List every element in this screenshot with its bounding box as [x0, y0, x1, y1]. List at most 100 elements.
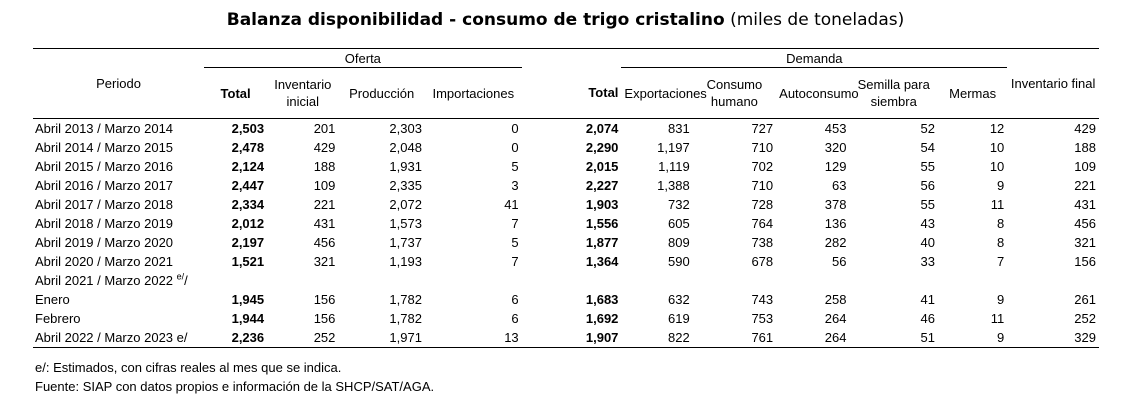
cell: 2,197: [231, 235, 265, 250]
cell: 728: [751, 197, 774, 212]
cell: 136: [824, 216, 847, 231]
header-produccion: Producción: [349, 85, 415, 101]
cell: 109: [1074, 159, 1096, 174]
cell: 320: [824, 140, 847, 155]
cell: 605: [667, 216, 690, 231]
cell: 10: [989, 140, 1005, 155]
cell: 2,503: [231, 121, 265, 136]
table-row: Febrero 1,944 156 1,782 6 1,692 619 753 264 46 11 2…: [33, 309, 1099, 328]
table-body: Abril 2013 / Marzo 2014 2,503 201 2,303 0 2,0…: [33, 119, 1099, 348]
cell: 710: [751, 178, 774, 193]
row-period: Abril 2022 / Marzo 2023 e/: [35, 330, 188, 345]
cell: 129: [824, 159, 847, 174]
cell: 429: [313, 140, 336, 155]
cell: 831: [667, 121, 690, 136]
cell: 9: [997, 330, 1005, 345]
cell: 40: [920, 235, 936, 250]
cell: 156: [313, 311, 336, 326]
cell: 252: [313, 330, 336, 345]
cell: 6: [511, 292, 519, 307]
cell: 282: [824, 235, 847, 250]
cell: 2,290: [585, 140, 619, 155]
cell: 1,573: [389, 216, 422, 231]
cell: 264: [824, 330, 847, 345]
cell: 1,945: [231, 292, 265, 307]
cell: 1,692: [585, 311, 619, 326]
note-estimate: e/: Estimados, con cifras reales al mes …: [35, 360, 342, 375]
balance-table: Periodo Oferta Demanda Inventario final …: [33, 48, 1099, 348]
cell: 743: [751, 292, 774, 307]
cell: 188: [313, 159, 336, 174]
cell: 1,931: [389, 159, 422, 174]
row-period: Abril 2014 / Marzo 2015: [35, 140, 174, 155]
cell: 13: [504, 330, 519, 345]
cell: [522, 271, 622, 290]
header-column-row: Total Inventario inicial Producción Impo…: [33, 68, 1099, 119]
cell: 2,048: [389, 140, 422, 155]
cell: 41: [920, 292, 936, 307]
title-main: Balanza disponibilidad - consumo de trig…: [226, 10, 725, 30]
cell: 456: [1074, 216, 1096, 231]
cell: 261: [1074, 292, 1096, 307]
cell: 7: [511, 254, 519, 269]
cell: 378: [824, 197, 847, 212]
cell: 1,971: [389, 330, 422, 345]
header-consumo-humano: Consumo humano: [706, 77, 763, 109]
cell: 201: [313, 121, 336, 136]
cell: 431: [313, 216, 336, 231]
cell: 252: [1074, 311, 1096, 326]
table-row: Abril 2017 / Marzo 2018 2,334 221 2,072 41 1,…: [33, 195, 1099, 214]
cell: 5: [511, 235, 519, 250]
cell: 1,782: [389, 292, 422, 307]
cell: 1,907: [585, 330, 619, 345]
cell: 1,119: [658, 159, 690, 174]
cell: 156: [1074, 254, 1096, 269]
cell: [776, 271, 849, 290]
cell: 0: [511, 121, 519, 136]
header-autoconsumo: Autoconsumo: [779, 85, 859, 101]
cell: [1007, 271, 1099, 290]
row-period: Abril 2016 / Marzo 2017: [35, 178, 174, 193]
cell: 2,334: [231, 197, 265, 212]
row-period: Abril 2013 / Marzo 2014: [35, 121, 174, 136]
row-period: Abril 2017 / Marzo 2018: [35, 197, 174, 212]
cell: 1,877: [585, 235, 619, 250]
row-period: Abril 2019 / Marzo 2020: [35, 235, 174, 250]
cell: 6: [511, 311, 519, 326]
table-row: Abril 2013 / Marzo 2014 2,503 201 2,303 0 2,0…: [33, 119, 1099, 139]
cell: 1,944: [231, 311, 265, 326]
header-demanda-total: Total: [588, 85, 619, 101]
table-notes: e/: Estimados, con cifras reales al mes …: [35, 358, 434, 396]
cell: 8: [997, 216, 1005, 231]
cell: 0: [511, 140, 519, 155]
cell: 2,124: [231, 159, 265, 174]
cell: 8: [997, 235, 1005, 250]
cell: 453: [824, 121, 847, 136]
cell: 2,303: [389, 121, 422, 136]
cell: 11: [990, 311, 1005, 326]
cell: 221: [1074, 178, 1096, 193]
cell: 2,012: [231, 216, 265, 231]
cell: 429: [1074, 121, 1096, 136]
header-importaciones: Importaciones: [432, 85, 515, 101]
cell: 43: [920, 216, 936, 231]
header-demanda: Demanda: [621, 48, 1008, 68]
row-period: Abril 2021 / Marzo 2022 e//: [35, 271, 188, 288]
table-title: Balanza disponibilidad - consumo de trig…: [0, 10, 1131, 30]
cell: 456: [313, 235, 336, 250]
cell: 1,782: [389, 311, 422, 326]
row-period: Enero: [35, 292, 70, 307]
cell: 822: [667, 330, 690, 345]
cell: 51: [920, 330, 936, 345]
cell: 764: [751, 216, 774, 231]
header-oferta: Oferta: [204, 48, 522, 68]
cell: 10: [989, 159, 1005, 174]
cell: 710: [751, 140, 774, 155]
cell: [338, 271, 425, 290]
cell: 2,015: [585, 159, 619, 174]
table-row: Abril 2016 / Marzo 2017 2,447 109 2,335 3 2,2…: [33, 176, 1099, 195]
title-units: (miles de toneladas): [730, 10, 905, 30]
table-row: Abril 2015 / Marzo 2016 2,124 188 1,931 5 2,0…: [33, 157, 1099, 176]
cell: 727: [751, 121, 774, 136]
cell: 1,388: [657, 178, 690, 193]
